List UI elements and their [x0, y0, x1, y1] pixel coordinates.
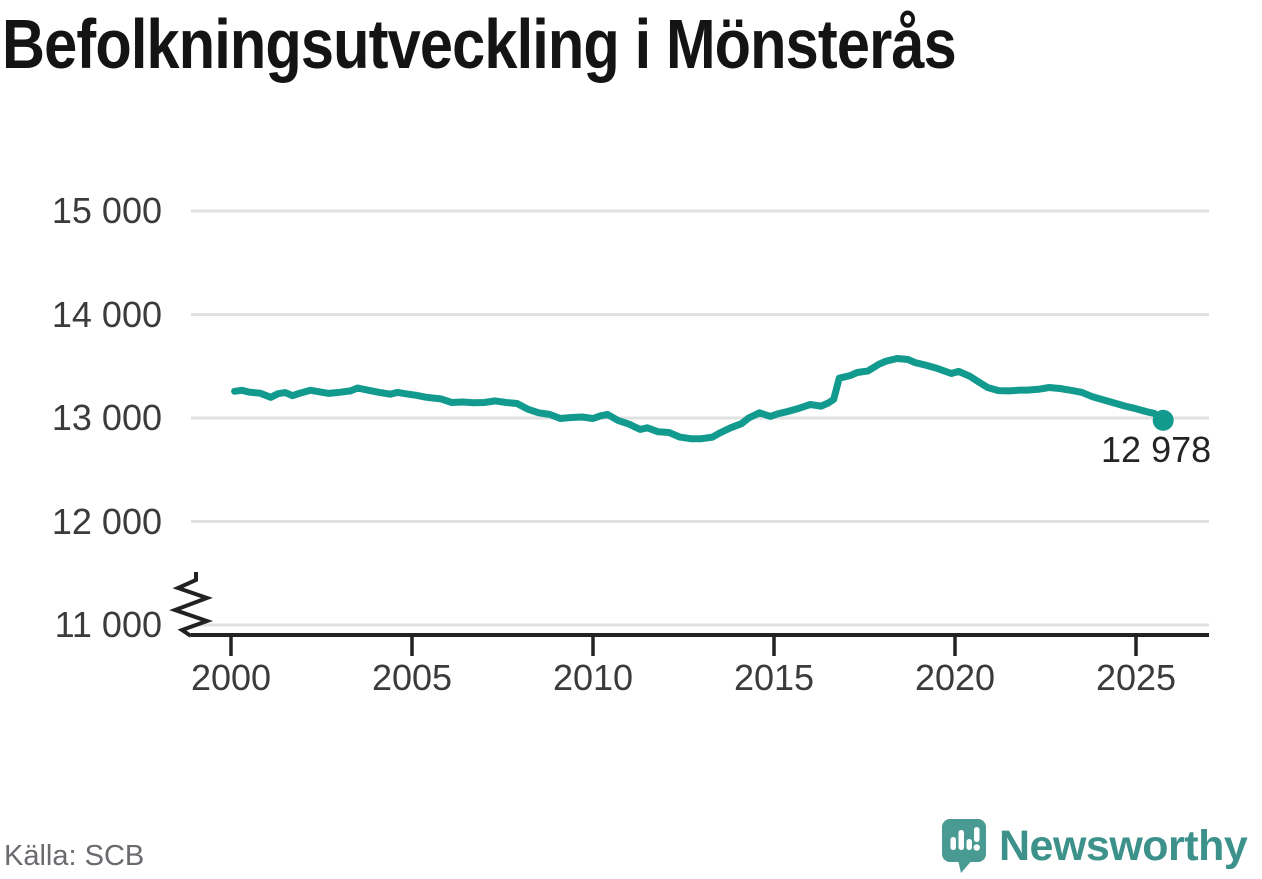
newsworthy-logo-icon — [942, 819, 986, 873]
x-axis-label: 2015 — [733, 657, 815, 698]
y-axis-label: 14 000 — [51, 293, 162, 335]
logo-bar-3 — [966, 839, 972, 850]
x-axis-label: 2010 — [552, 657, 634, 698]
x-axis-label: 2000 — [190, 657, 272, 698]
population-line — [231, 355, 1167, 443]
newsworthy-logo: Newsworthy — [941, 818, 1248, 874]
y-axis-label: 13 000 — [51, 397, 162, 438]
newsworthy-wordmark: Newsworthy — [999, 822, 1248, 870]
chart-title: Befolkningsutveckling i Mönsterås — [2, 5, 957, 83]
logo-exclamation-dot — [973, 844, 980, 851]
latest-value-dot — [1152, 409, 1174, 431]
latest-value-label: 12 978 — [1101, 429, 1212, 471]
y-axis-label: 15 000 — [51, 190, 162, 231]
source-note: Källa: SCB — [4, 840, 145, 872]
logo-bar-1 — [950, 837, 956, 850]
x-axis-label: 2005 — [371, 657, 453, 698]
gridlines — [191, 209, 1209, 627]
x-axis-label: 2020 — [914, 657, 996, 698]
x-axis — [191, 633, 1209, 656]
logo-bar-2 — [958, 830, 964, 850]
logo-exclamation-bar — [974, 827, 980, 842]
y-axis-break-icon — [169, 572, 214, 638]
x-axis-label: 2025 — [1095, 657, 1177, 698]
y-axis-label: 11 000 — [54, 604, 162, 645]
y-axis-label: 12 000 — [51, 500, 162, 542]
